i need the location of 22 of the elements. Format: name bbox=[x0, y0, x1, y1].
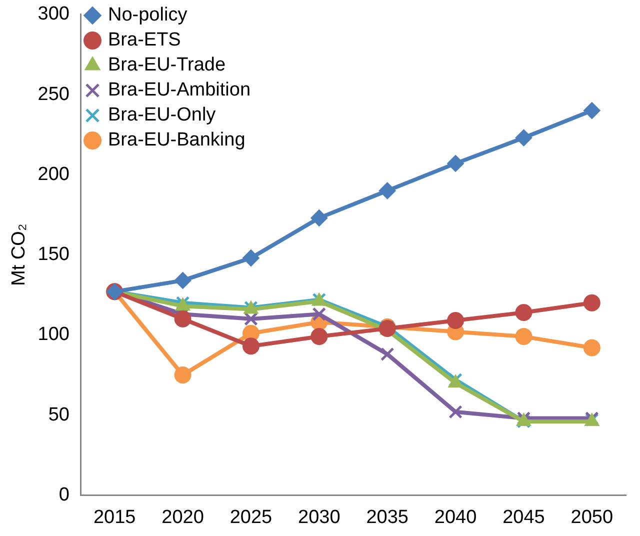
y-tick-label: 100 bbox=[38, 324, 70, 346]
y-tick-label: 200 bbox=[38, 164, 70, 185]
y-tick-label: 150 bbox=[38, 244, 70, 266]
x-tick-label: 2020 bbox=[162, 506, 204, 528]
legend-label: Bra-ETS bbox=[108, 30, 181, 51]
x-tick-label: 2050 bbox=[570, 506, 614, 528]
x-tick-label: 2030 bbox=[298, 506, 340, 528]
legend-label: No-policy bbox=[108, 4, 188, 26]
x-tick-label: 2015 bbox=[93, 506, 136, 528]
y-tick-label: 50 bbox=[48, 404, 70, 426]
x-tick-label: 2025 bbox=[230, 506, 272, 528]
legend-label: Bra-EU-Only bbox=[108, 104, 216, 126]
legend-label: Bra-EU-Ambition bbox=[108, 80, 251, 101]
x-tick-label: 2040 bbox=[434, 506, 477, 528]
x-tick-label: 2045 bbox=[502, 506, 545, 528]
legend-label: Bra-EU-Banking bbox=[108, 130, 246, 151]
x-tick-label: 2035 bbox=[366, 506, 408, 528]
y-tick-label: 0 bbox=[58, 484, 70, 506]
legend-label: Bra-EU-Trade bbox=[108, 54, 226, 76]
y-tick-label: 250 bbox=[38, 84, 70, 105]
y-tick-label: 300 bbox=[38, 4, 70, 25]
y-axis-title: Mt CO₂ bbox=[8, 224, 30, 286]
